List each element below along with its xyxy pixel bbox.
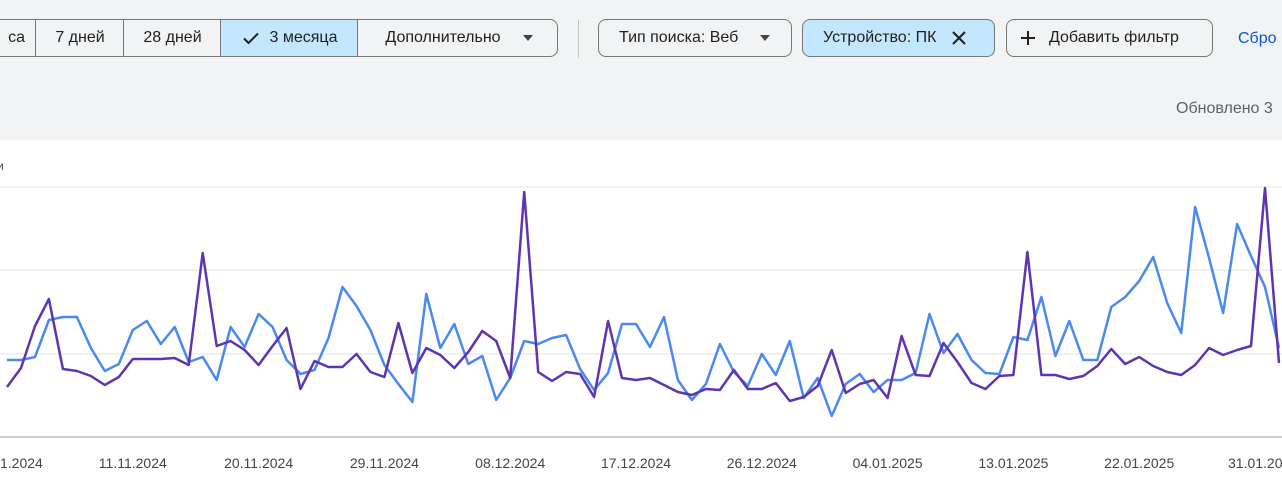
range-button[interactable]: са: [0, 20, 35, 56]
x-tick-label: 20.11.2024: [224, 455, 293, 471]
reset-link[interactable]: Сбро: [1238, 30, 1277, 47]
label: са: [8, 29, 25, 46]
x-tick-label: 13.01.2025: [978, 455, 1048, 471]
range-button[interactable]: 7 дней: [35, 20, 124, 56]
range-group: са 7 дней 28 дней 3 месяца Дополнительно: [0, 19, 558, 57]
filter-button[interactable]: Тип поиска: Веб: [598, 19, 792, 57]
x-tick-label: 11.11.2024: [99, 455, 167, 471]
filter-chip[interactable]: Устройство: ПК: [802, 19, 995, 57]
toolbar: са 7 дней 28 дней 3 месяца Дополнительно…: [0, 0, 1282, 140]
dropdown-icon: [760, 35, 771, 41]
label: Добавить фильтр: [1049, 29, 1179, 46]
chart: и 1.2024 11.11.2024 20.11.2024 29.11.2024 08…: [0, 159, 1282, 471]
axis-label: и: [0, 159, 4, 173]
label: 7 дней: [55, 29, 105, 46]
range-button-selected[interactable]: 3 месяца: [220, 20, 358, 56]
x-tick-label: 22.01.2025: [1104, 455, 1174, 471]
label: Дополнительно: [385, 29, 501, 46]
series-line: [7, 205, 1281, 418]
x-tick-label: 17.12.2024: [601, 455, 671, 471]
x-tick-label: 31.01.20: [1228, 455, 1282, 471]
label: 3 месяца: [269, 29, 338, 46]
label: 28 дней: [143, 29, 202, 46]
range-button[interactable]: 28 дней: [123, 20, 221, 56]
plus-icon: [1021, 31, 1035, 45]
add-filter-button[interactable]: Добавить фильтр: [1006, 19, 1213, 57]
x-tick-label: 29.11.2024: [350, 455, 419, 471]
x-tick-label: 26.12.2024: [727, 455, 797, 471]
label: Устройство: ПК: [823, 29, 937, 46]
remove-icon[interactable]: [950, 29, 968, 47]
dropdown-icon: [522, 35, 533, 41]
label: Тип поиска: Веб: [619, 29, 739, 46]
updated-text: Обновлено 3: [1176, 100, 1273, 117]
separator: [578, 20, 579, 58]
more-button[interactable]: Дополнительно: [357, 20, 557, 56]
series-line: [5, 186, 1281, 403]
x-tick-label: 1.2024: [0, 455, 43, 471]
x-tick-label: 04.01.2025: [853, 455, 923, 471]
x-tick-label: 08.12.2024: [475, 455, 545, 471]
check-icon: [242, 32, 259, 45]
